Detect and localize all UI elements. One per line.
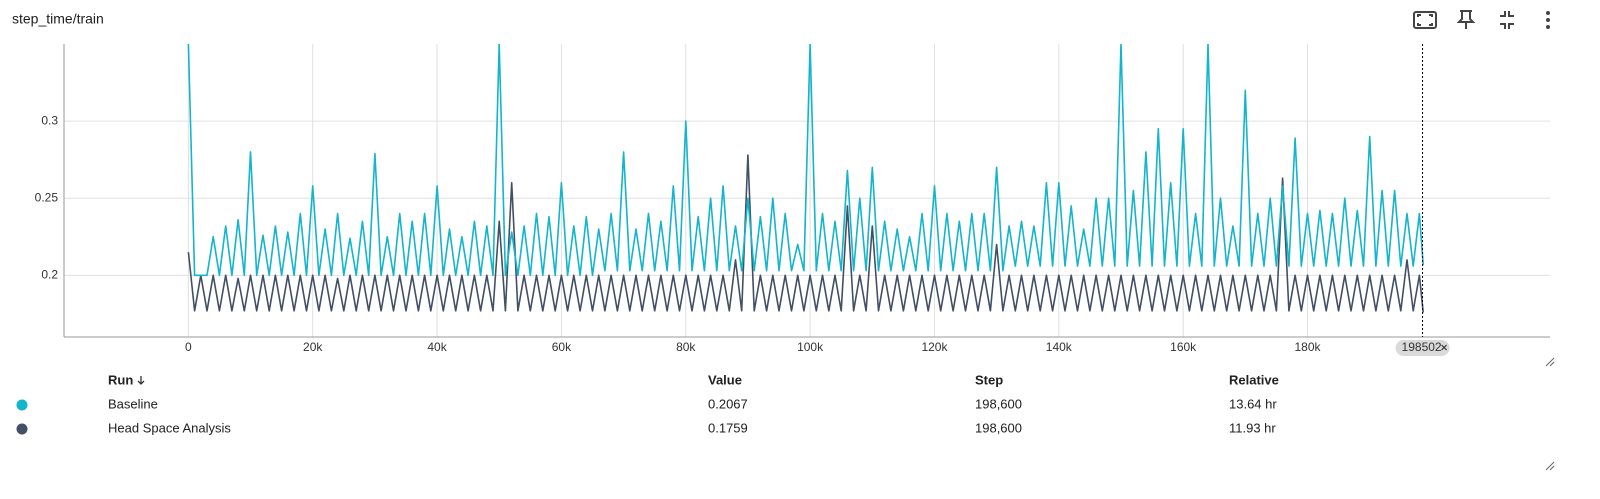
- sort-arrow[interactable]: [137, 376, 145, 385]
- table-cell: 198,600: [975, 396, 1022, 411]
- table-cell: 0.2067: [708, 396, 748, 411]
- cursor-close-icon[interactable]: [1441, 344, 1447, 351]
- cursor-step-label: 198502: [1402, 340, 1442, 354]
- x-tick-label: 20k: [303, 340, 323, 354]
- card-title: step_time/train: [12, 11, 104, 27]
- resize-handle[interactable]: [1545, 461, 1555, 471]
- run-color-dot: [16, 423, 28, 435]
- x-tick-label: 120k: [921, 340, 948, 354]
- x-tick-label: 180k: [1294, 340, 1321, 354]
- fullscreen-button[interactable]: [1413, 11, 1437, 29]
- column-header[interactable]: Relative: [1229, 372, 1279, 387]
- table-cell: 11.93 hr: [1229, 420, 1276, 435]
- axis-labels: 0.2 0.25 0.3 0 20k 40k 60k 80k 100k 120k 140k 160k 1…: [35, 113, 1322, 354]
- x-tick-label: 40k: [427, 340, 447, 354]
- x-tick-label: 80k: [676, 340, 696, 354]
- x-tick-label: 60k: [552, 340, 572, 354]
- run-color-dot: [16, 399, 28, 411]
- table-cell: Baseline: [108, 396, 158, 411]
- grid: [64, 44, 1550, 337]
- pin-button[interactable]: [1456, 10, 1476, 29]
- y-tick-label: 0.25: [35, 190, 59, 204]
- x-tick-label: 160k: [1170, 340, 1197, 354]
- series-line: [187, 154, 1424, 313]
- column-header[interactable]: Step: [975, 372, 1003, 387]
- x-tick-label: 100k: [797, 340, 824, 354]
- column-header[interactable]: Run: [108, 372, 133, 387]
- table-cell: 0.1759: [708, 420, 748, 435]
- series-line: [187, 44, 1424, 277]
- resize-handle[interactable]: [1545, 357, 1555, 367]
- x-tick-label: 140k: [1046, 340, 1073, 354]
- table-cell: Head Space Analysis: [108, 420, 231, 435]
- data-table: Run Value Step Relative Baseline 0.2067 198,60…: [16, 372, 1279, 435]
- y-tick-label: 0.2: [41, 267, 58, 281]
- table-cell: 198,600: [975, 420, 1022, 435]
- table-cell: 13.64 hr: [1229, 396, 1277, 411]
- column-header[interactable]: Value: [708, 372, 742, 387]
- cursor-chip[interactable]: [1395, 340, 1450, 356]
- x-tick-label: 0: [185, 340, 192, 354]
- collapse-button[interactable]: [1500, 11, 1514, 29]
- y-tick-label: 0.3: [41, 113, 58, 127]
- more-menu-button[interactable]: [1546, 11, 1550, 29]
- plot-area: [187, 44, 1424, 313]
